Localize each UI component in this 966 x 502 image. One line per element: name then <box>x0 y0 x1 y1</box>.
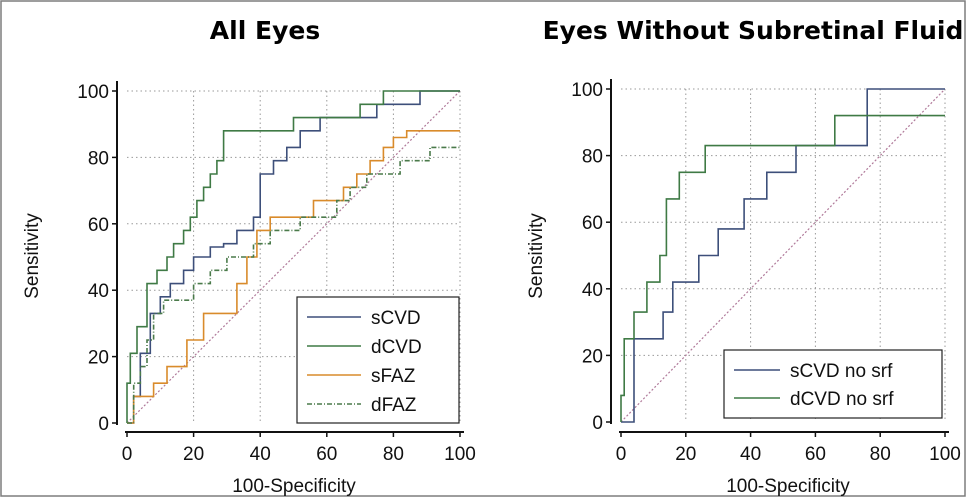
chart-title: Eyes Without Subretinal Fluid <box>543 16 964 45</box>
legend-label: dCVD no srf <box>790 389 894 410</box>
chart-panel-without-srf: Eyes Without Subretinal Fluid 100-Specif… <box>526 16 963 497</box>
x-tick-label: 80 <box>870 444 891 465</box>
series-line-scvd <box>127 90 460 424</box>
x-tick-label: 80 <box>383 444 404 465</box>
series-line-dcvd-no-srf <box>620 114 945 422</box>
x-axis-label: 100-Specificity <box>232 476 356 497</box>
series-line-dcvd <box>126 90 460 423</box>
legend-box <box>296 296 460 424</box>
legend-label: dFAZ <box>371 395 417 416</box>
y-tick-label: 60 <box>582 213 603 234</box>
series-line-sfaz <box>127 130 460 424</box>
plot-area-all-eyes: 0 20 40 60 80 100 0 20 40 60 80 100 sCVD dCVD sFAZ dFAZ <box>77 81 476 465</box>
x-tick-label: 60 <box>316 444 337 465</box>
legend-label: dCVD <box>371 337 422 358</box>
x-tick-label: 40 <box>250 444 271 465</box>
y-tick-label: 20 <box>582 346 603 367</box>
plot-area-without-srf: 0 20 40 60 80 100 0 20 40 60 80 100 sCVD no srf dCVD … <box>571 79 961 465</box>
x-tick-label: 20 <box>183 444 204 465</box>
x-tick-label: 40 <box>740 444 761 465</box>
y-tick-label: 80 <box>582 147 603 168</box>
x-tick-label: 20 <box>675 444 696 465</box>
y-tick-label: 80 <box>88 148 109 169</box>
x-tick-label: 100 <box>929 444 961 465</box>
y-tick-label: 100 <box>571 80 603 101</box>
chart-title: All Eyes <box>210 16 320 45</box>
x-tick-label: 0 <box>616 444 627 465</box>
y-tick-label: 20 <box>88 348 109 369</box>
legend-box <box>723 349 943 419</box>
reference-line <box>620 88 946 423</box>
y-tick-label: 40 <box>582 280 603 301</box>
y-axis-label: Sensitivity <box>526 213 547 299</box>
legend-label: sCVD <box>371 308 421 329</box>
legend-label: sFAZ <box>371 366 416 387</box>
x-tick-label: 0 <box>122 444 133 465</box>
y-tick-label: 40 <box>88 281 109 302</box>
y-tick-label: 0 <box>98 414 109 435</box>
x-axis-label: 100-Specificity <box>726 476 850 497</box>
y-tick-label: 100 <box>77 82 109 103</box>
x-tick-label: 100 <box>444 444 476 465</box>
y-axis-label: Sensitivity <box>22 213 43 299</box>
chart-panel-all-eyes: All Eyes 100-Specificity Sensitivity <box>22 16 356 497</box>
y-tick-label: 0 <box>592 413 603 434</box>
x-tick-label: 60 <box>805 444 826 465</box>
series-line-dfaz <box>127 146 460 424</box>
legend-label: sCVD no srf <box>790 361 893 382</box>
y-tick-label: 60 <box>88 215 109 236</box>
